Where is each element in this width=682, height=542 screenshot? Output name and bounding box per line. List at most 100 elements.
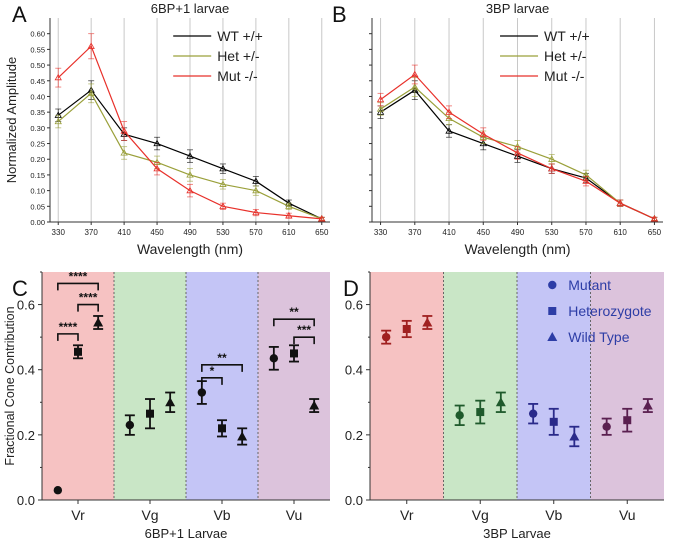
- x-tick-label: 610: [614, 228, 628, 237]
- x-tick-label: 490: [511, 228, 525, 237]
- data-point-square: [549, 417, 558, 426]
- x-tick-label: Vr: [400, 507, 414, 523]
- y-tick-label: 0.50: [30, 61, 45, 70]
- data-point-circle: [125, 420, 135, 430]
- panel-letter-A: A: [12, 2, 27, 27]
- data-point: [548, 164, 556, 172]
- x-tick-label: 490: [183, 228, 197, 237]
- category-panel-C: 0.0 0.2 0.4 0.6 Vr Vg Vb Vu 6BP+1 Larvae Fraction…: [3, 269, 330, 541]
- data-point-triangle: [309, 400, 320, 410]
- data-point: [186, 186, 194, 194]
- x-tick-label: 650: [315, 228, 329, 237]
- x-axis-label: Wavelength (nm): [464, 241, 570, 257]
- data-point-triangle: [93, 317, 104, 327]
- data-point: [285, 202, 293, 209]
- data-point: [54, 117, 62, 125]
- significance-bracket: [293, 336, 315, 345]
- data-point: [411, 70, 419, 78]
- data-point: [120, 127, 128, 134]
- data-point: [582, 177, 590, 184]
- data-point: [411, 83, 419, 90]
- category-band: [258, 272, 330, 500]
- legend-label: Mut -/-: [217, 68, 258, 84]
- legend-label: Heterozygote: [568, 303, 651, 319]
- data-point: [650, 215, 659, 222]
- legend-label: Het +/-: [544, 48, 587, 64]
- y-tick-label: 0.00: [30, 218, 45, 227]
- data-point-circle: [528, 409, 538, 418]
- y-tick-label: 0.2: [17, 428, 35, 443]
- category-band: [590, 272, 664, 500]
- data-point: [285, 211, 293, 219]
- data-point: [548, 155, 556, 162]
- chart-title: 3BP larvae: [486, 1, 549, 16]
- data-point: [87, 42, 95, 49]
- significance-bracket: [77, 303, 99, 312]
- significance-bracket: [57, 282, 99, 291]
- y-tick-label: 0.2: [345, 428, 363, 443]
- data-point-square: [548, 307, 557, 315]
- y-tick-label: 0.40: [30, 92, 45, 101]
- x-tick-label: 530: [216, 228, 230, 237]
- significance-label: ***: [297, 323, 311, 337]
- data-point-triangle: [642, 400, 653, 410]
- x-tick-label: Vb: [545, 507, 562, 523]
- x-tick-label: 370: [84, 228, 98, 237]
- data-point: [54, 73, 62, 81]
- data-point-circle: [269, 354, 279, 363]
- data-point-circle: [455, 411, 464, 420]
- x-tick-label: 330: [374, 228, 388, 237]
- y-tick-label: 0.4: [345, 363, 363, 378]
- significance-bracket: [201, 377, 223, 385]
- data-point-circle: [53, 486, 63, 495]
- y-tick-label: 0.30: [30, 124, 45, 133]
- data-point: [120, 149, 128, 156]
- significance-label: ****: [69, 269, 88, 283]
- x-tick-label: 410: [442, 228, 456, 237]
- legend-label: Mutant: [568, 277, 611, 293]
- legend-label: WT +/+: [217, 28, 263, 44]
- line-panel-A: 6BP+1 larvae 330 370 410 450 490 530 570 610 650 0…: [4, 1, 330, 257]
- data-point: [219, 202, 227, 209]
- x-axis-label: 6BP+1 Larvae: [145, 526, 228, 541]
- legend-label: Mut -/-: [544, 68, 585, 84]
- x-tick-label: Vg: [472, 507, 489, 523]
- data-point: [376, 95, 385, 103]
- category-panel-D: 0.0 0.2 0.4 0.6 Vr Vg Vb Vu 3BP Larvae Mutant Hete…: [345, 271, 664, 541]
- data-point-triangle: [422, 317, 433, 327]
- data-point: [219, 164, 227, 172]
- data-point-triangle: [495, 397, 506, 407]
- significance-label: **: [289, 305, 299, 319]
- x-tick-label: 530: [545, 228, 559, 237]
- category-band: [370, 272, 444, 500]
- data-point-triangle: [237, 431, 248, 441]
- data-point-triangle: [165, 397, 176, 407]
- panel-letter-B: B: [332, 2, 347, 27]
- significance-bracket: [201, 364, 243, 372]
- data-point: [252, 208, 260, 216]
- data-point-square: [623, 416, 632, 425]
- x-tick-label: Vr: [71, 507, 85, 523]
- y-tick-label: 0.10: [30, 187, 45, 196]
- y-axis-label: Fractional Cone Contribution: [3, 306, 17, 465]
- chart-title: 6BP+1 larvae: [151, 1, 229, 16]
- x-tick-label: 450: [150, 228, 164, 237]
- data-point: [479, 139, 487, 147]
- x-tick-label: Vu: [286, 507, 303, 523]
- significance-label: ****: [59, 320, 78, 334]
- x-tick-label: 610: [282, 228, 296, 237]
- y-tick-label: 0.45: [30, 77, 45, 86]
- data-point-square: [146, 409, 154, 418]
- legend-label: Wild Type: [568, 329, 629, 345]
- x-tick-label: 370: [408, 228, 422, 237]
- y-tick-label: 0.55: [30, 45, 45, 54]
- y-tick-label: 0.60: [30, 30, 45, 39]
- x-tick-label: 570: [579, 228, 593, 237]
- category-band: [114, 272, 186, 500]
- significance-label: **: [217, 351, 227, 365]
- y-tick-label: 0.25: [30, 140, 45, 149]
- legend-label: Het +/-: [217, 48, 260, 64]
- data-point: [445, 127, 453, 134]
- data-point: [219, 180, 227, 187]
- x-tick-label: Vg: [141, 507, 158, 523]
